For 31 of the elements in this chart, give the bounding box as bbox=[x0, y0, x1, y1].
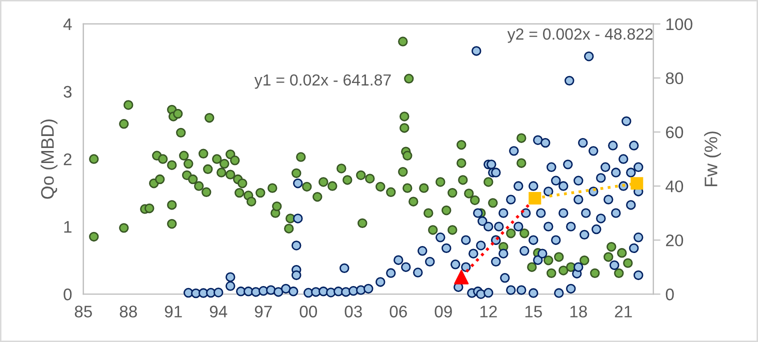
y-tick-label: 4 bbox=[63, 18, 72, 30]
x-tick-label: 21 bbox=[614, 306, 632, 318]
x-tick-label: 09 bbox=[434, 306, 452, 318]
y2-axis-title: Fw (%) bbox=[704, 132, 721, 186]
annotation: y1 = 0.02x - 641.87 bbox=[254, 74, 391, 89]
y2-tick-label: 20 bbox=[666, 234, 684, 246]
x-tick-label: 85 bbox=[74, 306, 92, 318]
y-tick-label: 3 bbox=[64, 86, 72, 98]
y2-tick-label: 0 bbox=[666, 288, 674, 300]
y2-tick-label: 40 bbox=[666, 180, 684, 192]
y2-tick-label: 100 bbox=[666, 18, 692, 30]
y-tick-label: 0 bbox=[64, 288, 72, 300]
x-tick-label: 94 bbox=[210, 306, 228, 318]
x-tick-label: 97 bbox=[254, 306, 272, 318]
x-tick-label: 15 bbox=[525, 306, 542, 318]
x-tick-label: 12 bbox=[480, 306, 497, 318]
x-tick-label: 91 bbox=[164, 306, 182, 318]
y2-tick-label: 60 bbox=[666, 126, 684, 138]
y-tick-label: 1 bbox=[64, 221, 72, 233]
point bbox=[630, 177, 644, 190]
x-tick-label: 88 bbox=[120, 306, 137, 318]
y-tick-label: 2 bbox=[64, 153, 72, 166]
y-axis-title: Qo (MBD) bbox=[40, 120, 58, 199]
y2-tick-label: 80 bbox=[666, 72, 684, 84]
x-tick-label: 06 bbox=[390, 306, 407, 318]
annotation: y2 = 0.002x - 48.822 bbox=[507, 28, 653, 43]
point bbox=[528, 192, 542, 204]
x-tick-label: 00 bbox=[300, 306, 318, 318]
point bbox=[454, 270, 469, 284]
x-tick-label: 03 bbox=[344, 306, 362, 318]
x-tick-label: 18 bbox=[570, 306, 587, 318]
